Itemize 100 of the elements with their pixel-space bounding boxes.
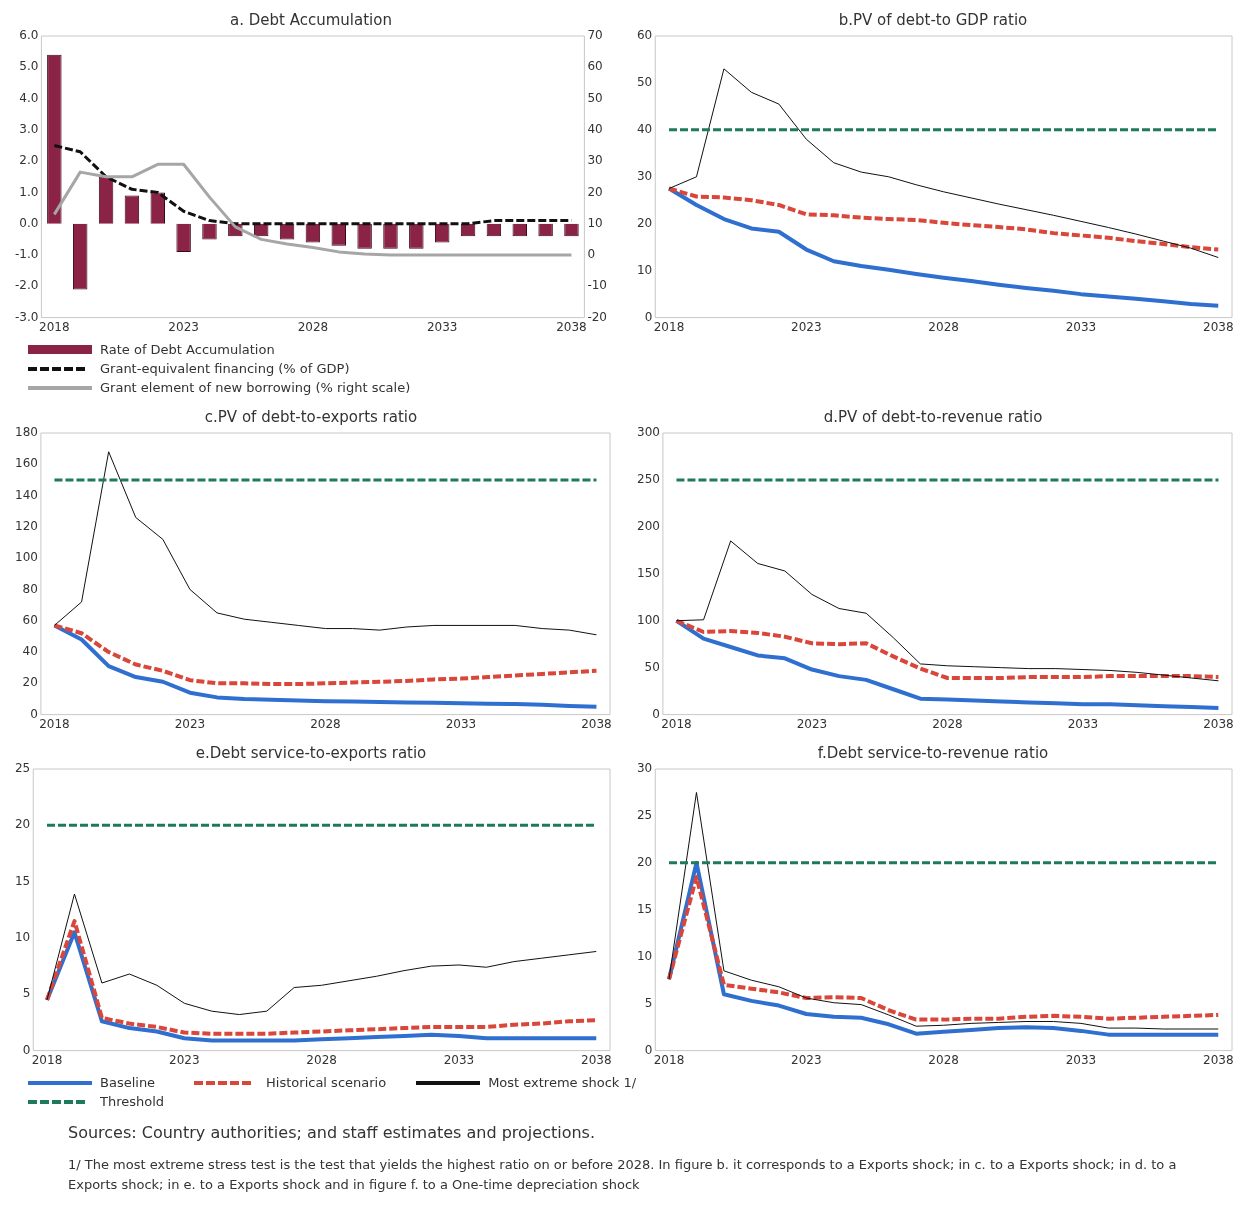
chart-title: c.PV of debt-to-exports ratio bbox=[204, 407, 418, 426]
x-tick-label: 2033 bbox=[426, 319, 458, 334]
y-tick-label: 120 bbox=[15, 518, 38, 533]
y2-tick-label: 40 bbox=[587, 121, 603, 136]
y-tick-label: 15 bbox=[14, 873, 31, 888]
x-tick-label: 2038 bbox=[580, 1052, 612, 1067]
source-note: Sources: Country authorities; and staff estimates and projections. bbox=[68, 1122, 596, 1144]
legend-label: Rate of Debt Accumulation bbox=[100, 342, 275, 357]
legend-label: Baseline bbox=[100, 1075, 156, 1090]
y-tick-label: 1.0 bbox=[19, 184, 39, 199]
y-tick-label: 100 bbox=[637, 612, 660, 627]
x-tick-label: 2018 bbox=[39, 716, 70, 731]
y2-tick-label: 30 bbox=[587, 153, 603, 168]
y-tick-label: 60 bbox=[22, 612, 38, 627]
x-tick-label: 2028 bbox=[928, 1052, 959, 1067]
x-tick-label: 2033 bbox=[1065, 319, 1097, 334]
x-tick-label: 2038 bbox=[1202, 1052, 1234, 1067]
y-tick-label: -3.0 bbox=[14, 309, 39, 324]
x-tick-label: 2023 bbox=[796, 716, 828, 731]
legend-label: Threshold bbox=[100, 1094, 165, 1109]
y-tick-label: 140 bbox=[15, 487, 38, 502]
x-tick-label: 2018 bbox=[39, 319, 70, 334]
x-tick-label: 2033 bbox=[443, 1052, 475, 1067]
line-series bbox=[667, 186, 1221, 252]
y-tick-label: 6.0 bbox=[19, 28, 39, 43]
y-tick-label: 10 bbox=[636, 948, 653, 963]
y-tick-label: 60 bbox=[636, 28, 653, 43]
y-tick-label: 50 bbox=[644, 659, 660, 674]
x-tick-label: 2033 bbox=[445, 716, 477, 731]
x-tick-label: 2028 bbox=[310, 716, 341, 731]
x-tick-label: 2033 bbox=[1067, 716, 1099, 731]
y2-tick-label: 10 bbox=[587, 215, 603, 230]
y-tick-label: 40 bbox=[22, 644, 38, 659]
y-tick-label: 40 bbox=[636, 121, 653, 136]
text: 1/ The most extreme stress test is the test that yields the highest ratio on or before 2028. In figure b. it corresponds to a Exports shock; in c. to a Exports shock; in d. to a Exports shock; in e. to a Exports shock and in figure f. to a One-time depreciation shock bbox=[68, 1156, 1178, 1194]
y-tick-label: 200 bbox=[637, 518, 660, 533]
x-tick-label: 2028 bbox=[928, 319, 959, 334]
y-tick-label: 10 bbox=[636, 262, 653, 277]
y-tick-label: 0 bbox=[644, 309, 653, 324]
y-tick-label: 3.0 bbox=[19, 121, 39, 136]
y-tick-label: 20 bbox=[636, 854, 653, 869]
y2-tick-label: -20 bbox=[587, 309, 608, 324]
x-tick-label: 2018 bbox=[31, 1052, 63, 1067]
y-tick-label: 5 bbox=[22, 986, 31, 1001]
y-tick-label: 30 bbox=[636, 761, 653, 776]
chart-title: a. Debt Accumulation bbox=[230, 10, 392, 29]
y-tick-label: 160 bbox=[15, 456, 38, 471]
x-tick-label: 2038 bbox=[1202, 319, 1234, 334]
y2-tick-label: 70 bbox=[587, 28, 603, 43]
y-tick-label: 25 bbox=[14, 761, 31, 776]
x-tick-label: 2038 bbox=[581, 716, 612, 731]
x-tick-label: 2018 bbox=[653, 1052, 685, 1067]
y-tick-label: 4.0 bbox=[19, 90, 39, 105]
y-tick-label: 0 bbox=[30, 706, 38, 721]
y2-tick-label: 0 bbox=[587, 247, 596, 262]
x-tick-label: 2023 bbox=[168, 319, 199, 334]
x-tick-label: 2033 bbox=[1065, 1052, 1097, 1067]
y-tick-label: -1.0 bbox=[14, 247, 39, 262]
y-tick-label: 5.0 bbox=[19, 59, 39, 74]
y2-tick-label: 60 bbox=[587, 59, 603, 74]
chart-title: d.PV of debt-to-revenue ratio bbox=[823, 407, 1043, 426]
y-tick-label: 20 bbox=[14, 817, 31, 832]
y-tick-label: 10 bbox=[14, 930, 31, 945]
x-tick-label: 2028 bbox=[297, 319, 329, 334]
legend-label: Historical scenario bbox=[266, 1075, 387, 1090]
y-tick-label: 50 bbox=[636, 75, 653, 90]
y-tick-label: 80 bbox=[22, 581, 38, 596]
x-tick-label: 2028 bbox=[306, 1052, 337, 1067]
x-tick-label: 2023 bbox=[169, 1052, 200, 1067]
x-tick-label: 2018 bbox=[653, 319, 685, 334]
y-tick-label: 30 bbox=[636, 168, 653, 183]
x-tick-label: 2038 bbox=[556, 319, 587, 334]
legend-label: Grant element of new borrowing (% right scale) bbox=[100, 380, 411, 395]
y-tick-label: 0 bbox=[652, 706, 660, 721]
chart-title: b.PV of debt-to GDP ratio bbox=[838, 10, 1028, 29]
y-tick-label: 150 bbox=[637, 565, 660, 580]
y2-tick-label: 20 bbox=[587, 184, 603, 199]
chart-title: f.Debt service-to-revenue ratio bbox=[817, 743, 1049, 762]
y-tick-label: 100 bbox=[15, 550, 38, 565]
chart-title: e.Debt service-to-exports ratio bbox=[195, 743, 427, 762]
y-tick-label: 2.0 bbox=[19, 153, 39, 168]
y-tick-label: 25 bbox=[636, 808, 653, 823]
y-tick-label: 5 bbox=[644, 995, 653, 1010]
y-tick-label: 15 bbox=[636, 901, 653, 916]
line-series bbox=[667, 874, 1221, 1022]
line-series bbox=[674, 618, 1221, 680]
x-tick-label: 2038 bbox=[1203, 716, 1234, 731]
y-tick-label: 0.0 bbox=[19, 215, 39, 230]
x-tick-label: 2023 bbox=[791, 319, 822, 334]
x-tick-label: 2023 bbox=[174, 716, 206, 731]
y-tick-label: -2.0 bbox=[14, 278, 39, 293]
legend-label: Most extreme shock 1/ bbox=[488, 1075, 637, 1090]
y-tick-label: 180 bbox=[15, 425, 38, 440]
y-tick-label: 20 bbox=[636, 215, 653, 230]
x-tick-label: 2023 bbox=[791, 1052, 822, 1067]
x-tick-label: 2018 bbox=[661, 716, 692, 731]
x-tick-label: 2028 bbox=[932, 716, 963, 731]
y-tick-label: 20 bbox=[22, 675, 38, 690]
line-series bbox=[52, 623, 599, 687]
y2-tick-label: -10 bbox=[587, 278, 608, 293]
